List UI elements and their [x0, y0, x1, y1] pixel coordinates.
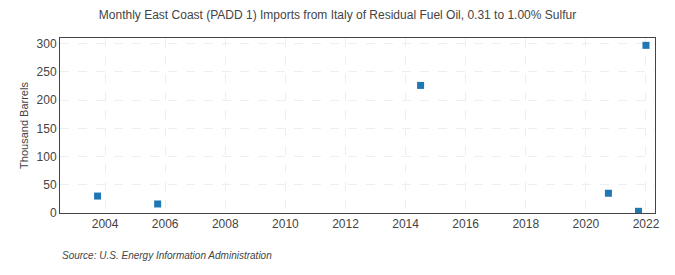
svg-text:2006: 2006 [152, 217, 179, 231]
svg-text:100: 100 [37, 150, 57, 164]
svg-text:Monthly East Coast (PADD 1) Im: Monthly East Coast (PADD 1) Imports from… [99, 8, 576, 22]
svg-text:2020: 2020 [573, 217, 600, 231]
svg-text:50: 50 [43, 178, 57, 192]
svg-text:2004: 2004 [92, 217, 119, 231]
svg-text:2014: 2014 [392, 217, 419, 231]
svg-text:2008: 2008 [212, 217, 239, 231]
svg-text:300: 300 [37, 37, 57, 51]
svg-text:Source: U.S. Energy Informatio: Source: U.S. Energy Information Administ… [62, 250, 272, 261]
svg-text:200: 200 [37, 93, 57, 107]
svg-text:250: 250 [37, 65, 57, 79]
svg-text:2018: 2018 [512, 217, 539, 231]
svg-text:2016: 2016 [452, 217, 479, 231]
svg-text:0: 0 [50, 206, 57, 220]
svg-text:2012: 2012 [332, 217, 359, 231]
svg-text:2010: 2010 [272, 217, 299, 231]
svg-text:Thousand Barrels: Thousand Barrels [18, 82, 30, 169]
svg-text:2022: 2022 [633, 217, 660, 231]
svg-text:150: 150 [37, 122, 57, 136]
